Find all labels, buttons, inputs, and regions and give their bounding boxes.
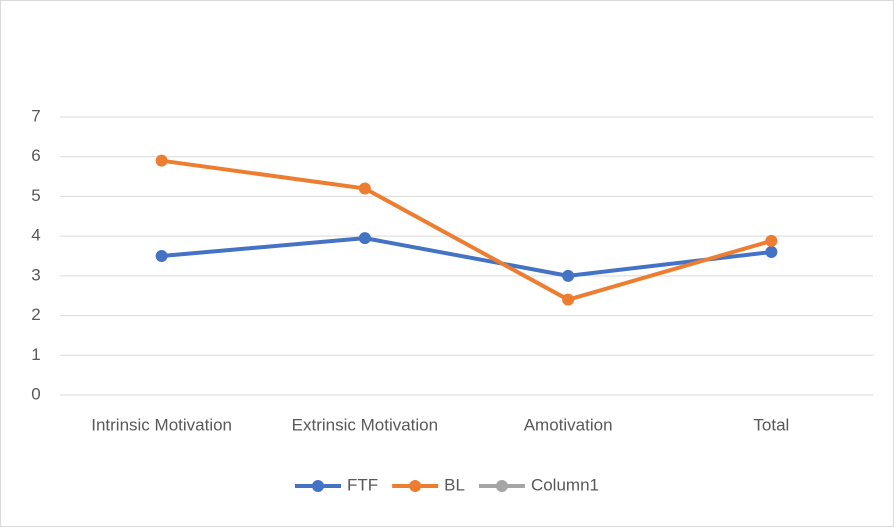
legend-label: Column1: [531, 475, 599, 494]
y-tick-label: 2: [31, 305, 40, 324]
y-tick-label: 6: [31, 146, 40, 165]
data-point: [562, 269, 575, 282]
x-tick-label: Amotivation: [524, 415, 613, 434]
data-point: [358, 232, 371, 245]
legend-marker: [409, 480, 422, 492]
data-point: [765, 246, 778, 259]
data-point: [562, 293, 575, 306]
x-tick-label: Extrinsic Motivation: [292, 415, 438, 434]
series-line: [161, 158, 772, 302]
data-point: [155, 250, 168, 262]
series-line: [161, 236, 772, 278]
y-tick-label: 0: [31, 384, 40, 403]
y-tick-label: 5: [31, 186, 40, 205]
legend-label: FTF: [347, 475, 378, 494]
x-tick-label: Intrinsic Motivation: [91, 415, 232, 434]
y-tick-label: 7: [31, 106, 40, 125]
data-point: [155, 154, 168, 167]
x-tick-label: Total: [753, 415, 789, 434]
y-tick-label: 3: [31, 265, 40, 284]
y-tick-label: 4: [31, 226, 40, 245]
legend-label: BL: [444, 475, 465, 494]
y-tick-label: 1: [31, 345, 40, 364]
data-point: [358, 182, 371, 195]
legend-marker: [312, 480, 324, 492]
data-point: [765, 234, 778, 247]
legend-marker: [495, 480, 508, 492]
